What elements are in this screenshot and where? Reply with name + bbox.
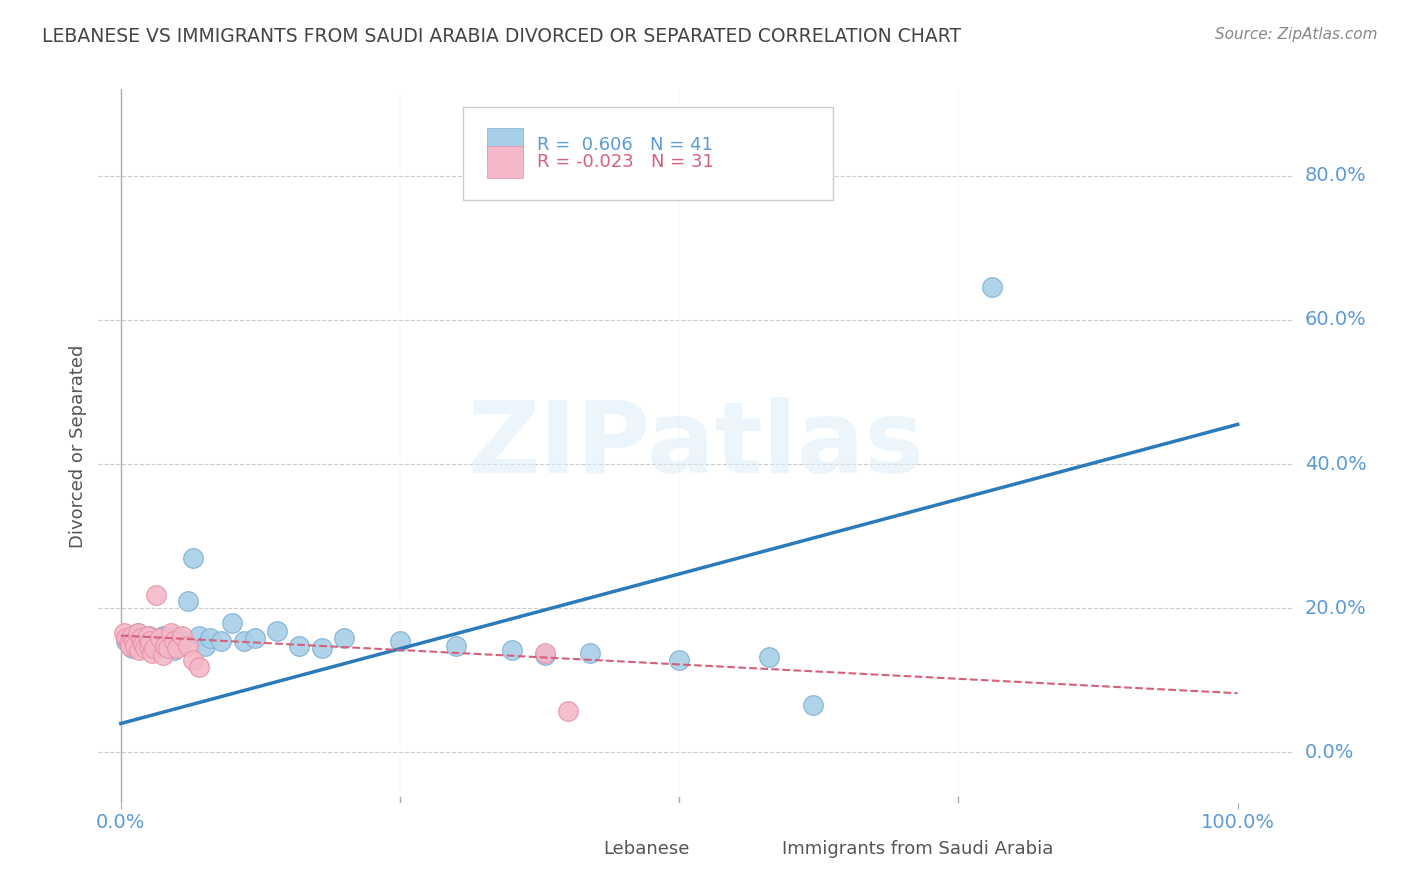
Point	[172, 633, 194, 648]
Point	[758, 650, 780, 665]
Point	[121, 629, 143, 643]
Point	[143, 637, 166, 651]
Point	[139, 633, 162, 648]
Point	[138, 639, 160, 653]
Point	[122, 630, 145, 644]
Point	[115, 633, 138, 648]
Point	[801, 698, 824, 713]
Point	[288, 639, 311, 653]
Point	[557, 704, 579, 718]
Point	[132, 637, 155, 651]
Point	[981, 280, 1004, 294]
Point	[117, 636, 139, 650]
Text: R =  0.606   N = 41: R = 0.606 N = 41	[537, 136, 713, 153]
Point	[129, 632, 152, 646]
Point	[141, 633, 163, 648]
Point	[134, 640, 156, 655]
Point	[172, 629, 194, 643]
Point	[134, 639, 156, 653]
Point	[232, 633, 254, 648]
FancyBboxPatch shape	[486, 128, 523, 161]
Point	[534, 646, 557, 660]
Y-axis label: Divorced or Separated: Divorced or Separated	[69, 344, 87, 548]
Point	[183, 653, 205, 667]
Point	[187, 629, 209, 643]
Point	[183, 550, 205, 565]
Point	[152, 648, 174, 662]
Point	[127, 626, 149, 640]
Point	[198, 632, 221, 646]
Text: 20.0%: 20.0%	[1305, 599, 1367, 617]
Point	[118, 637, 141, 651]
Point	[177, 594, 200, 608]
Point	[209, 633, 232, 648]
Point	[444, 639, 467, 653]
Point	[193, 639, 215, 653]
Point	[112, 626, 135, 640]
FancyBboxPatch shape	[486, 146, 523, 178]
Point	[243, 632, 266, 646]
Text: Source: ZipAtlas.com: Source: ZipAtlas.com	[1215, 27, 1378, 42]
Point	[160, 626, 183, 640]
Text: Lebanese: Lebanese	[603, 840, 689, 858]
Point	[138, 629, 160, 643]
Point	[129, 632, 152, 646]
Text: 60.0%: 60.0%	[1305, 310, 1367, 329]
Text: Immigrants from Saudi Arabia: Immigrants from Saudi Arabia	[782, 840, 1053, 858]
Text: LEBANESE VS IMMIGRANTS FROM SAUDI ARABIA DIVORCED OR SEPARATED CORRELATION CHART: LEBANESE VS IMMIGRANTS FROM SAUDI ARABIA…	[42, 27, 962, 45]
Text: 40.0%: 40.0%	[1305, 455, 1367, 474]
FancyBboxPatch shape	[463, 107, 834, 200]
Point	[177, 639, 200, 653]
Text: R = -0.023   N = 31: R = -0.023 N = 31	[537, 153, 714, 171]
Point	[121, 640, 143, 655]
Point	[115, 632, 138, 646]
Point	[163, 643, 186, 657]
Point	[187, 660, 209, 674]
Point	[152, 629, 174, 643]
FancyBboxPatch shape	[571, 837, 596, 860]
Point	[118, 639, 141, 653]
Point	[388, 633, 411, 648]
Point	[221, 615, 243, 630]
Point	[155, 639, 177, 653]
Point	[166, 630, 188, 644]
Point	[146, 640, 169, 655]
FancyBboxPatch shape	[749, 837, 776, 860]
Point	[160, 637, 183, 651]
Point	[534, 648, 557, 662]
Point	[163, 633, 186, 648]
Point	[122, 633, 145, 648]
Text: 80.0%: 80.0%	[1305, 166, 1367, 186]
Point	[155, 639, 177, 653]
Point	[124, 639, 146, 653]
Point	[149, 632, 172, 646]
Point	[132, 636, 155, 650]
Point	[156, 640, 179, 655]
Point	[156, 633, 179, 648]
Text: ZIPatlas: ZIPatlas	[468, 398, 924, 494]
Point	[136, 629, 159, 643]
Point	[149, 632, 172, 646]
Point	[166, 640, 188, 655]
Point	[501, 643, 523, 657]
Point	[333, 632, 356, 646]
Point	[145, 588, 167, 602]
Point	[311, 640, 333, 655]
Point	[128, 643, 150, 657]
Point	[143, 640, 166, 655]
Point	[266, 624, 288, 639]
Point	[127, 626, 149, 640]
Text: 0.0%: 0.0%	[1305, 743, 1354, 762]
Point	[141, 646, 163, 660]
Point	[668, 653, 690, 667]
Point	[579, 646, 602, 660]
